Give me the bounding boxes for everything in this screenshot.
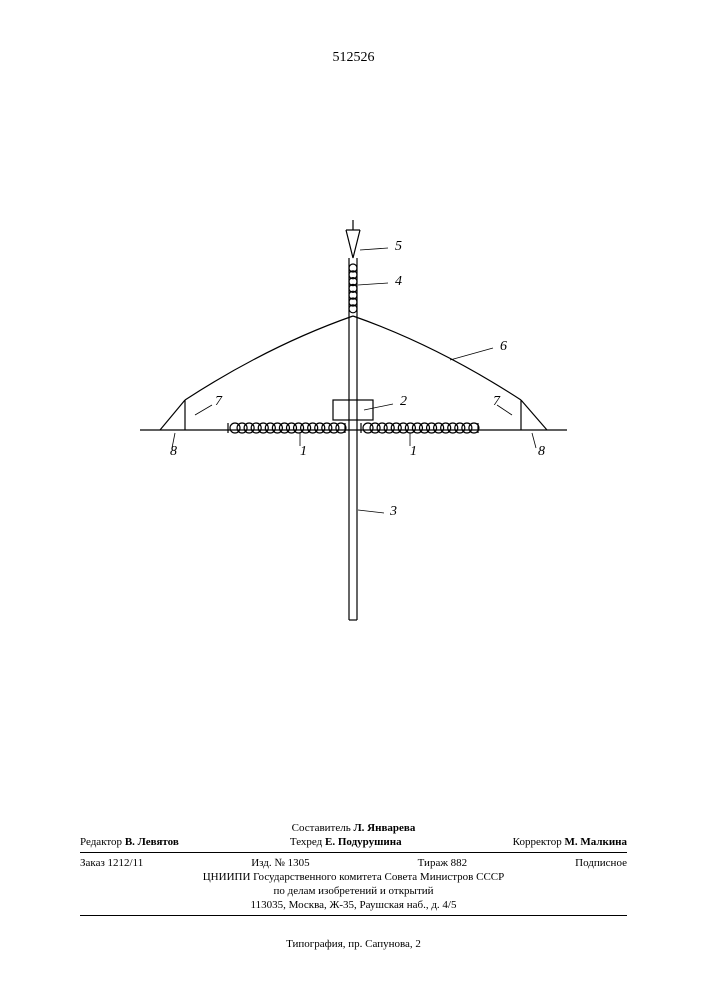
podpisnoe: Подписное bbox=[575, 857, 627, 869]
svg-text:8: 8 bbox=[538, 444, 545, 459]
svg-text:1: 1 bbox=[410, 444, 417, 459]
org-line-2: по делам изобретений и открытий bbox=[80, 885, 627, 897]
typography-line: Типография, пр. Сапунова, 2 bbox=[0, 938, 707, 950]
footer-rule-1 bbox=[80, 852, 627, 853]
tech-editor-name: Е. Подурушина bbox=[325, 836, 402, 848]
compiler-label: Составитель bbox=[292, 822, 351, 834]
izd-number: Изд. № 1305 bbox=[251, 857, 309, 869]
compiler-name: Л. Январева bbox=[353, 822, 415, 834]
svg-text:8: 8 bbox=[170, 444, 177, 459]
corrector-label: Корректор bbox=[513, 836, 562, 848]
svg-text:5: 5 bbox=[395, 239, 402, 254]
technical-figure: 5 4 6 2 7 7 1 1 8 8 3 bbox=[100, 220, 607, 640]
patent-number: 512526 bbox=[0, 50, 707, 66]
order-number: Заказ 1212/11 bbox=[80, 857, 143, 869]
footer-rule-2 bbox=[80, 915, 627, 916]
svg-text:7: 7 bbox=[493, 394, 501, 409]
editor-label: Редактор bbox=[80, 836, 122, 848]
footer-block: Составитель Л. Январева Редактор В. Левя… bbox=[80, 820, 627, 920]
tech-editor-label: Техред bbox=[290, 836, 322, 848]
svg-text:2: 2 bbox=[400, 394, 407, 409]
svg-text:7: 7 bbox=[215, 394, 223, 409]
editor-name: В. Левятов bbox=[125, 836, 179, 848]
svg-text:1: 1 bbox=[300, 444, 307, 459]
org-addr: 113035, Москва, Ж-35, Раушская наб., д. … bbox=[80, 899, 627, 911]
org-line-1: ЦНИИПИ Государственного комитета Совета … bbox=[80, 871, 627, 883]
svg-text:4: 4 bbox=[395, 274, 402, 289]
svg-text:6: 6 bbox=[500, 339, 507, 354]
corrector-name: М. Малкина bbox=[564, 836, 627, 848]
tirazh: Тираж 882 bbox=[418, 857, 468, 869]
svg-text:3: 3 bbox=[389, 504, 397, 519]
